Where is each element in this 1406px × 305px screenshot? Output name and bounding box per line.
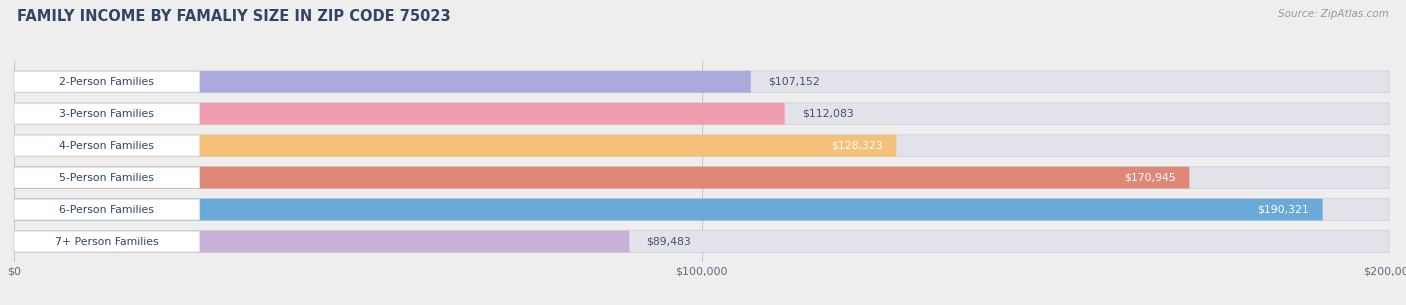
- FancyBboxPatch shape: [14, 167, 200, 188]
- Text: $107,152: $107,152: [768, 77, 820, 87]
- Text: 6-Person Families: 6-Person Families: [59, 205, 155, 215]
- FancyBboxPatch shape: [14, 231, 200, 252]
- FancyBboxPatch shape: [14, 71, 751, 93]
- Text: $112,083: $112,083: [801, 109, 853, 119]
- Text: FAMILY INCOME BY FAMALIY SIZE IN ZIP CODE 75023: FAMILY INCOME BY FAMALIY SIZE IN ZIP COD…: [17, 9, 450, 24]
- FancyBboxPatch shape: [14, 103, 1389, 124]
- Text: 7+ Person Families: 7+ Person Families: [55, 237, 159, 246]
- FancyBboxPatch shape: [14, 167, 1389, 188]
- FancyBboxPatch shape: [14, 167, 1189, 188]
- FancyBboxPatch shape: [14, 199, 200, 220]
- Text: $170,945: $170,945: [1123, 173, 1175, 183]
- FancyBboxPatch shape: [14, 71, 1389, 93]
- FancyBboxPatch shape: [14, 231, 630, 253]
- Text: 4-Person Families: 4-Person Families: [59, 141, 155, 151]
- Text: Source: ZipAtlas.com: Source: ZipAtlas.com: [1278, 9, 1389, 19]
- FancyBboxPatch shape: [14, 103, 200, 124]
- Text: 3-Person Families: 3-Person Families: [59, 109, 155, 119]
- FancyBboxPatch shape: [14, 71, 200, 92]
- FancyBboxPatch shape: [14, 135, 200, 156]
- Text: 5-Person Families: 5-Person Families: [59, 173, 155, 183]
- FancyBboxPatch shape: [14, 199, 1389, 221]
- FancyBboxPatch shape: [14, 231, 1389, 253]
- FancyBboxPatch shape: [14, 199, 1323, 221]
- FancyBboxPatch shape: [14, 135, 1389, 156]
- FancyBboxPatch shape: [14, 135, 896, 156]
- Text: $190,321: $190,321: [1257, 205, 1309, 215]
- FancyBboxPatch shape: [14, 103, 785, 124]
- Text: $128,323: $128,323: [831, 141, 883, 151]
- Text: 2-Person Families: 2-Person Families: [59, 77, 155, 87]
- Text: $89,483: $89,483: [647, 237, 692, 246]
